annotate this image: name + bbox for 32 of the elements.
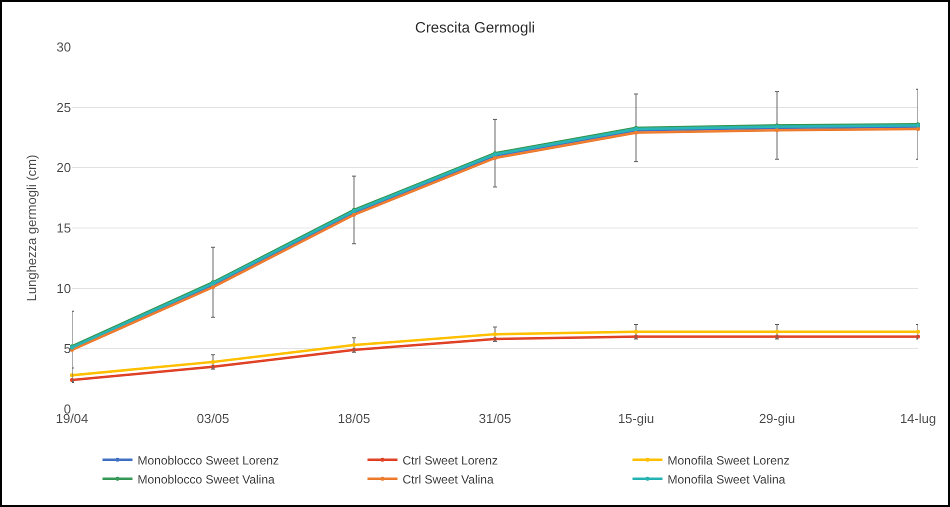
legend-label: Ctrl Sweet Valina: [402, 472, 494, 486]
legend-label: Monoblocco Sweet Valina: [138, 472, 276, 486]
y-tick-label: 10: [56, 280, 71, 296]
point: [916, 127, 920, 132]
legend-label: Monoblocco Sweet Lorenz: [138, 453, 279, 468]
point: [493, 156, 497, 160]
point: [916, 330, 920, 334]
y-tick-label: 30: [56, 40, 71, 55]
point: [634, 130, 638, 135]
point: [352, 343, 356, 348]
x-tick-label: 14-lug: [900, 411, 936, 426]
y-axis-title: Lunghezza germogli (cm): [24, 154, 39, 302]
legend-label: Ctrl Sweet Lorenz: [402, 453, 498, 468]
y-tick-label: 15: [56, 220, 71, 236]
x-tick-label: 29-giu: [758, 411, 796, 426]
point: [775, 128, 779, 132]
chart-title: Crescita Germogli: [414, 20, 536, 37]
point: [352, 212, 356, 217]
x-tick-label: 31/05: [478, 411, 512, 426]
point: [211, 360, 215, 364]
point: [634, 330, 638, 334]
legend-label: Monofila Sweet Lorenz: [668, 453, 790, 468]
y-tick-label: 25: [56, 100, 71, 115]
point: [775, 330, 779, 334]
point: [493, 332, 497, 336]
x-tick-label: 03/05: [196, 411, 230, 426]
point: [211, 285, 215, 290]
y-tick-label: 5: [64, 341, 71, 356]
x-tick-label: 15-giu: [618, 411, 654, 426]
y-tick-label: 20: [56, 160, 71, 176]
legend-label: Monofila Sweet Valina: [668, 472, 786, 486]
x-tick-label: 18/05: [338, 411, 370, 426]
